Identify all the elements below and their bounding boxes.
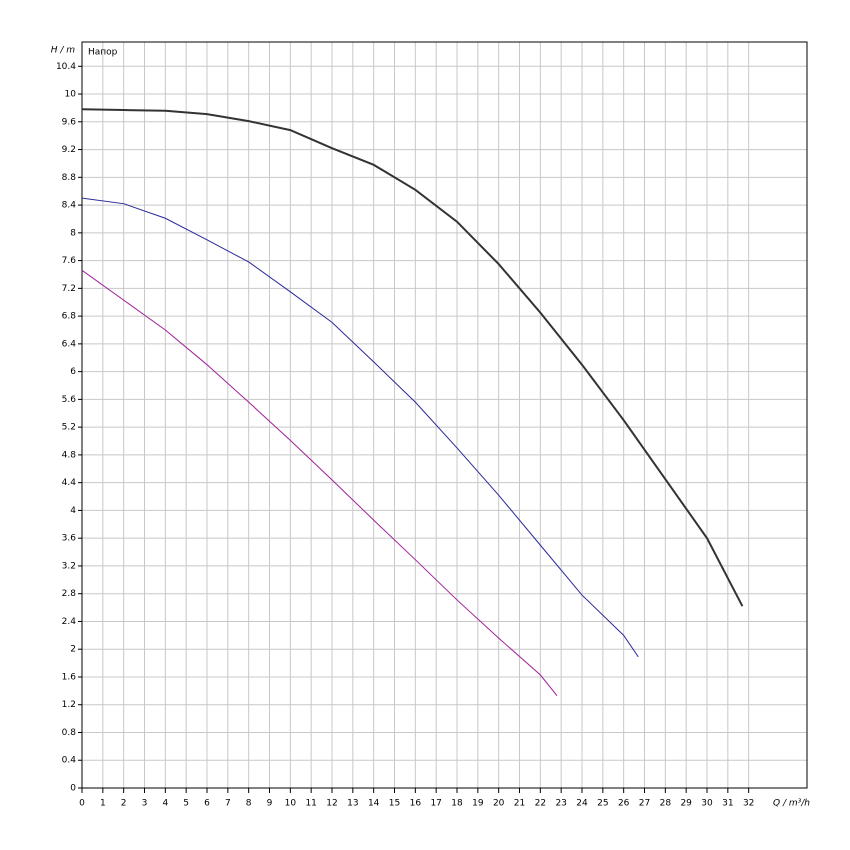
y-tick-label: 5.2 <box>62 423 76 433</box>
x-tick-label: 12 <box>326 799 337 809</box>
y-tick-label: 7.2 <box>62 284 76 294</box>
y-tick-label: 5.6 <box>62 395 77 405</box>
y-tick-label: 8 <box>70 228 76 238</box>
y-tick-label: 2.8 <box>62 589 77 599</box>
x-tick-label: 0 <box>79 799 85 809</box>
y-tick-label: 7.6 <box>62 256 77 266</box>
y-tick-label: 4 <box>70 506 76 516</box>
y-tick-label: 2 <box>70 645 76 655</box>
y-tick-label: 9.2 <box>62 145 76 155</box>
x-tick-label: 27 <box>639 799 650 809</box>
y-tick-label: 0.4 <box>62 756 77 766</box>
x-tick-label: 22 <box>535 799 546 809</box>
y-tick-label: 4.4 <box>62 478 77 488</box>
x-tick-label: 28 <box>660 799 672 809</box>
x-tick-label: 25 <box>597 799 608 809</box>
x-tick-label: 4 <box>162 799 168 809</box>
x-tick-label: 20 <box>493 799 505 809</box>
x-tick-label: 17 <box>430 799 441 809</box>
y-tick-label: 6.8 <box>62 312 77 322</box>
y-tick-label: 8.4 <box>62 201 77 211</box>
x-tick-label: 26 <box>618 799 630 809</box>
x-tick-label: 24 <box>576 799 588 809</box>
x-tick-label: 5 <box>183 799 189 809</box>
y-tick-label: 3.6 <box>62 534 77 544</box>
y-tick-label: 2.4 <box>62 617 77 627</box>
y-tick-label: 0 <box>70 784 76 794</box>
x-tick-label: 19 <box>472 799 484 809</box>
x-tick-label: 31 <box>722 799 733 809</box>
y-tick-label: 6 <box>70 367 76 377</box>
y-tick-label: 6.4 <box>62 339 77 349</box>
x-tick-label: 15 <box>389 799 400 809</box>
y-tick-label: 9.6 <box>62 117 77 127</box>
x-tick-label: 9 <box>267 799 273 809</box>
x-tick-label: 3 <box>142 799 148 809</box>
x-tick-label: 29 <box>680 799 692 809</box>
y-tick-label: 0.8 <box>62 728 77 738</box>
curve <box>81 197 639 658</box>
x-tick-label: 16 <box>410 799 422 809</box>
curve <box>81 269 558 697</box>
y-tick-label: 10 <box>65 90 77 100</box>
grid <box>81 42 807 789</box>
x-tick-label: 10 <box>285 799 297 809</box>
x-tick-label: 21 <box>514 799 525 809</box>
x-tick-label: 14 <box>368 799 380 809</box>
x-tick-label: 23 <box>555 799 566 809</box>
y-tick-label: 1.2 <box>62 700 76 710</box>
y-axis-label: H / m <box>51 46 76 56</box>
x-tick-label: 6 <box>204 799 210 809</box>
plot-frame <box>81 41 808 789</box>
x-tick-label: 7 <box>225 799 231 809</box>
x-tick-label: 1 <box>100 799 106 809</box>
curve <box>81 108 744 607</box>
legend-text: Напор <box>88 48 118 58</box>
y-tick-label: 1.6 <box>62 672 77 682</box>
y-tick-label: 10.4 <box>56 62 76 72</box>
x-tick-label: 18 <box>451 799 463 809</box>
x-axis-label: Q / m³/h <box>773 799 810 809</box>
y-tick-label: 4.8 <box>62 450 77 460</box>
x-tick-label: 32 <box>743 799 754 809</box>
y-tick-label: 3.2 <box>62 561 76 571</box>
y-tick-label: 8.8 <box>62 173 77 183</box>
x-tick-label: 13 <box>347 799 358 809</box>
x-tick-label: 2 <box>121 799 127 809</box>
x-tick-label: 11 <box>305 799 316 809</box>
x-tick-label: 30 <box>701 799 713 809</box>
x-tick-label: 8 <box>246 799 252 809</box>
